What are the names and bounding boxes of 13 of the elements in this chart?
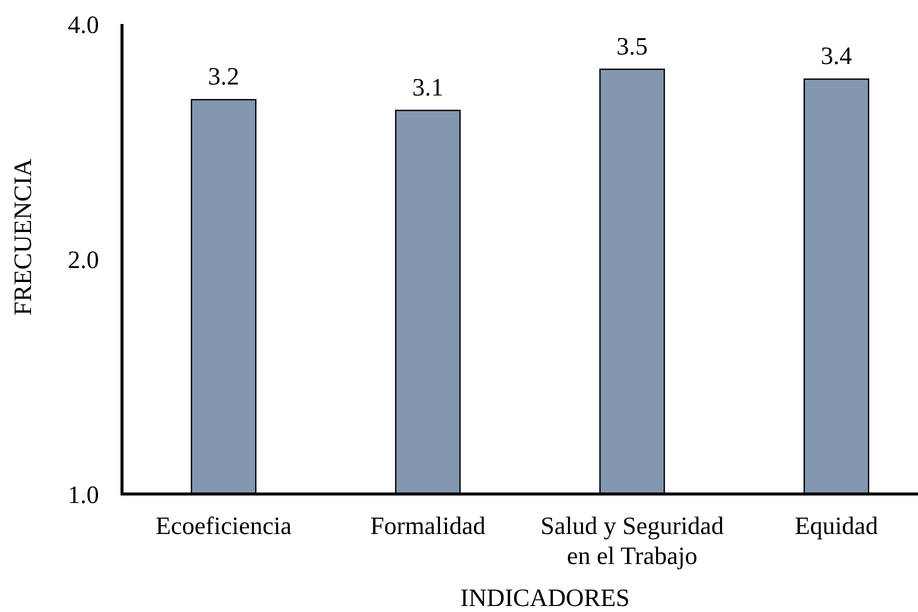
y-tick-label: 2.0 [68,246,99,274]
x-tick-label: Formalidad [370,513,486,540]
x-tick-label: Equidad [794,513,879,540]
x-tick-label: Salud y Seguridad en el Trabajo [540,513,724,570]
data-label: 3.4 [820,43,853,70]
y-tick-label: 1.0 [68,482,99,509]
x-axis-title: INDICADORES [460,585,630,612]
data-label: 3.2 [208,64,240,91]
y-axis-title: FRECUENCIA [10,158,37,316]
y-tick-label: 4.0 [68,12,99,39]
x-tick-label: Ecoeficiencia [156,513,292,540]
data-label: 3.5 [616,33,648,60]
data-label: 3.1 [412,74,444,102]
